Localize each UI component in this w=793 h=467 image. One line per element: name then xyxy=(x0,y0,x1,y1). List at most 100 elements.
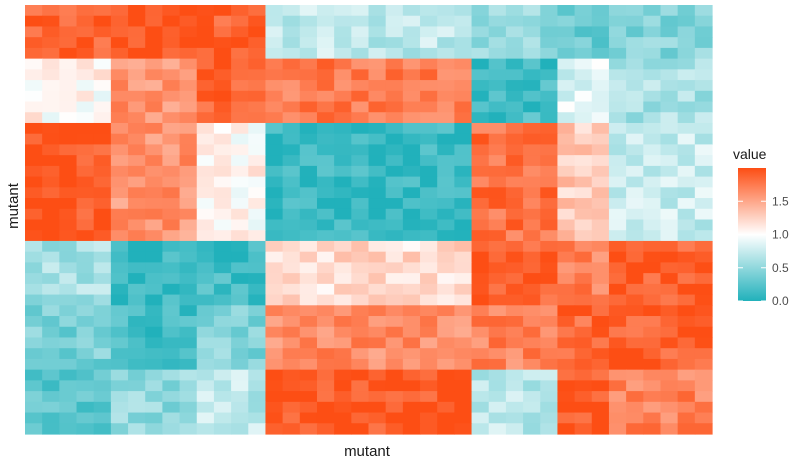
heatmap-cell xyxy=(76,5,95,17)
heatmap-cell xyxy=(591,369,610,381)
heatmap-cell xyxy=(196,112,215,124)
heatmap-cell xyxy=(505,412,524,424)
heatmap-cell xyxy=(677,391,696,403)
heatmap-cell xyxy=(179,122,198,135)
heatmap-cell xyxy=(145,5,164,17)
heatmap-cell xyxy=(128,198,146,210)
heatmap-cell xyxy=(643,251,662,263)
heatmap-cell xyxy=(299,47,318,60)
heatmap-cell xyxy=(196,230,215,242)
heatmap-cell xyxy=(523,101,541,113)
heatmap-cell xyxy=(334,47,352,60)
heatmap-cell xyxy=(265,15,284,28)
heatmap-cell xyxy=(385,69,404,81)
heatmap-cell xyxy=(316,348,335,360)
heatmap-cell xyxy=(454,412,473,424)
heatmap-cell xyxy=(402,101,421,113)
heatmap-cell xyxy=(351,262,370,274)
heatmap-cell xyxy=(25,165,43,178)
heatmap-cell xyxy=(677,423,696,435)
heatmap-cell xyxy=(660,316,679,328)
heatmap-cell xyxy=(420,412,438,424)
heatmap-cell xyxy=(677,165,696,178)
heatmap-cell xyxy=(248,358,267,371)
heatmap-cell xyxy=(540,219,559,231)
heatmap-cell xyxy=(488,26,507,38)
heatmap-cell xyxy=(574,358,593,371)
heatmap-cell xyxy=(574,380,593,392)
heatmap-cell xyxy=(145,176,164,188)
heatmap-cell xyxy=(196,187,215,199)
heatmap-cell xyxy=(128,230,146,242)
heatmap-cell xyxy=(25,133,43,146)
heatmap-cell xyxy=(248,262,267,274)
heatmap-cell xyxy=(591,262,610,274)
heatmap-cell xyxy=(93,155,112,167)
heatmap-cell xyxy=(351,369,370,381)
heatmap-cell xyxy=(385,391,404,403)
heatmap-cell xyxy=(608,326,627,339)
heatmap-cell xyxy=(316,316,335,328)
heatmap-cell xyxy=(162,240,181,253)
heatmap-cell xyxy=(505,15,524,28)
heatmap-cell xyxy=(660,101,679,113)
heatmap-cell xyxy=(660,5,679,17)
heatmap-cell xyxy=(368,122,387,135)
heatmap-cell xyxy=(213,37,232,49)
heatmap-cell xyxy=(265,380,284,392)
heatmap-cell xyxy=(265,165,284,178)
heatmap-cell xyxy=(385,401,404,414)
heatmap-cell xyxy=(488,5,507,17)
heatmap-cell xyxy=(540,423,559,435)
heatmap-cell xyxy=(643,122,662,135)
heatmap-cell xyxy=(299,358,318,371)
heatmap-cell xyxy=(351,230,370,242)
heatmap-cell xyxy=(145,155,164,167)
heatmap-cell xyxy=(93,69,112,81)
heatmap-cell xyxy=(471,155,490,167)
heatmap-cell xyxy=(540,369,559,381)
heatmap-cell xyxy=(437,294,455,306)
heatmap-cell xyxy=(660,251,679,263)
heatmap-cell xyxy=(437,369,455,381)
heatmap-cell xyxy=(643,337,662,349)
heatmap-cell xyxy=(368,80,387,92)
heatmap-cell xyxy=(110,219,129,231)
heatmap-cell xyxy=(110,47,129,60)
heatmap-cell xyxy=(76,176,95,188)
heatmap-cell xyxy=(25,326,43,339)
heatmap-cell xyxy=(248,316,267,328)
heatmap-cell xyxy=(282,337,301,349)
heatmap-cell xyxy=(162,412,181,424)
heatmap-cell xyxy=(351,380,370,392)
heatmap-cell xyxy=(248,230,267,242)
heatmap-cell xyxy=(385,273,404,285)
heatmap-cell xyxy=(334,283,352,296)
heatmap-cell xyxy=(145,294,164,306)
heatmap-cell xyxy=(128,348,146,360)
heatmap-cell xyxy=(454,369,473,381)
heatmap-cell xyxy=(643,326,662,339)
heatmap-cell xyxy=(282,240,301,253)
heatmap-cell xyxy=(420,380,438,392)
heatmap-cell xyxy=(471,240,490,253)
heatmap-cell xyxy=(265,47,284,60)
heatmap-cell xyxy=(626,337,644,349)
heatmap-cell xyxy=(385,358,404,371)
heatmap-cell xyxy=(25,37,43,49)
heatmap-cell xyxy=(76,165,95,178)
heatmap-cell xyxy=(179,58,198,70)
heatmap-cell xyxy=(299,305,318,317)
heatmap-cell xyxy=(248,26,267,38)
heatmap-cell xyxy=(505,37,524,49)
heatmap-cell xyxy=(488,369,507,381)
heatmap-cell xyxy=(282,423,301,435)
heatmap-cell xyxy=(248,219,267,231)
heatmap-cell xyxy=(660,26,679,38)
heatmap-cell xyxy=(626,90,644,103)
heatmap-cell xyxy=(643,230,662,242)
heatmap-cell xyxy=(385,112,404,124)
heatmap-cell xyxy=(59,198,78,210)
heatmap-cell xyxy=(213,348,232,360)
heatmap-cell xyxy=(265,58,284,70)
